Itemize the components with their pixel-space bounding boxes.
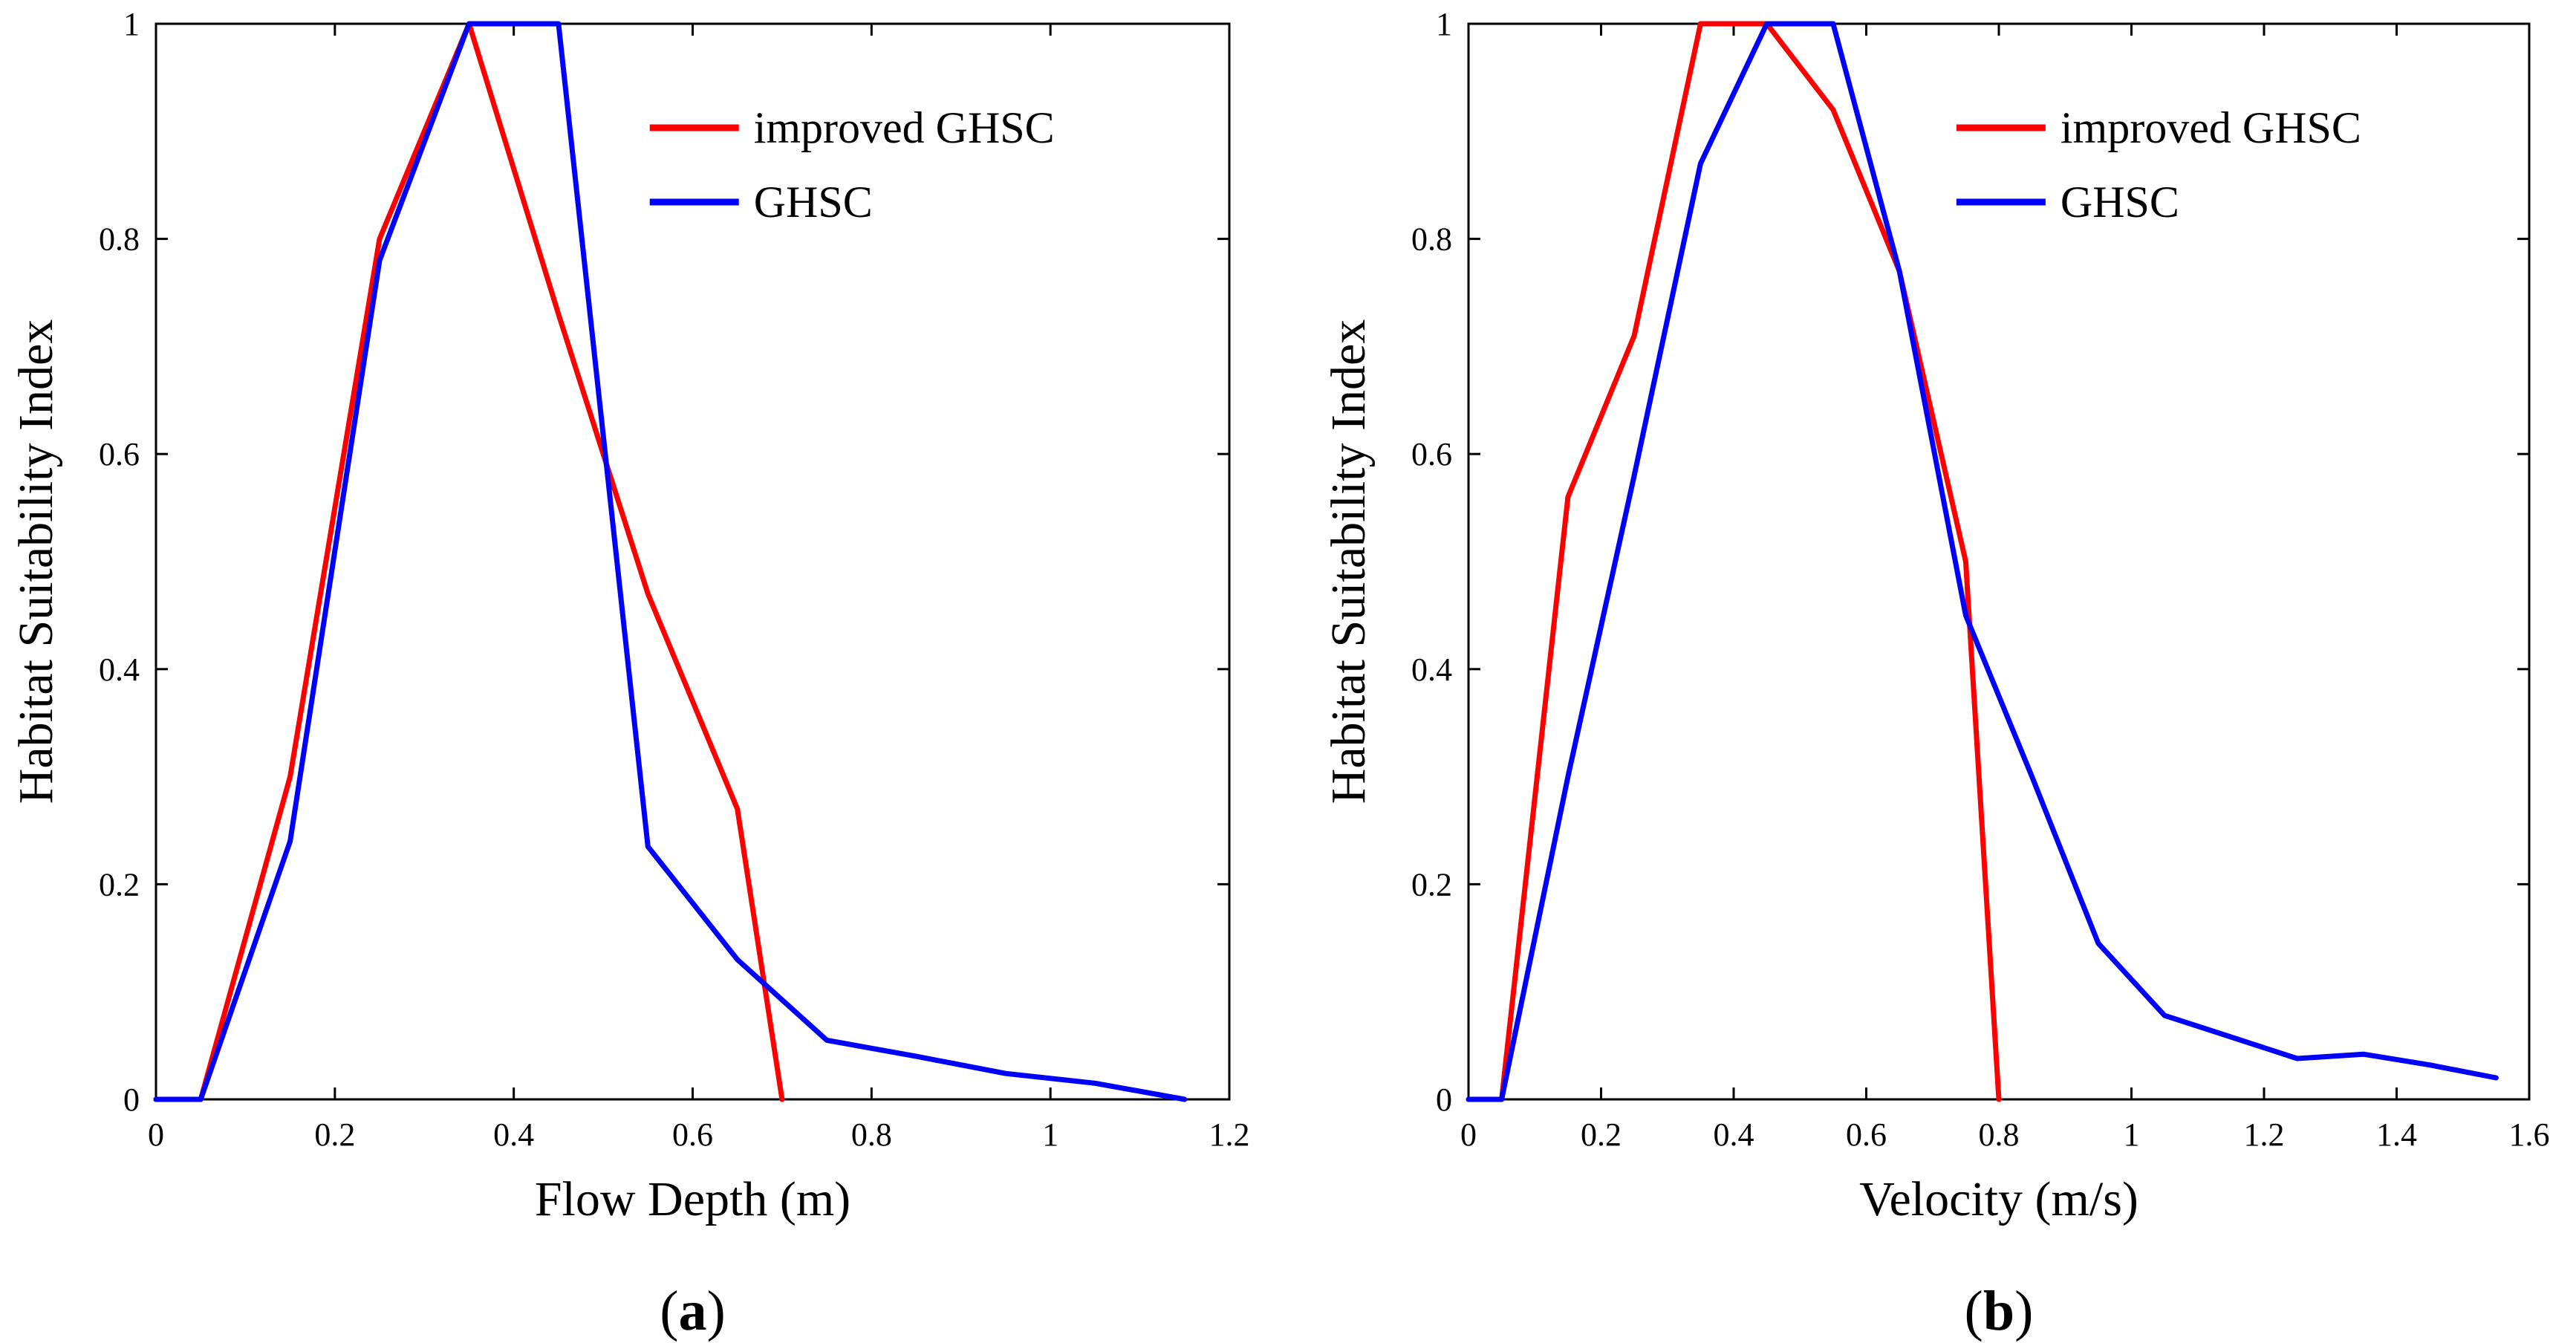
y-tick-label: 0 [1436,1082,1452,1118]
y-tick-label: 0 [123,1082,140,1118]
y-tick-label: 0.2 [1411,866,1452,903]
panel-a: 0 0.2 0.4 0.6 0.8 1 1.2 0 0.2 0.4 0.6 0.8 1 Flow Dept… [9,6,1250,1342]
panel-label: (a) [660,1280,726,1342]
plot-frame [1467,22,2531,1101]
legend-label: improved GHSC [2061,103,2361,152]
panel-letter: a [679,1280,707,1342]
x-tick-label: 0.4 [1714,1116,1754,1153]
y-tick-label: 0.8 [1411,221,1452,258]
panel-b: 0 0.2 0.4 0.6 0.8 1 1.2 1.4 1.6 0 0.2 0.4 0.6 0.8 1 Vel… [1321,6,2550,1342]
y-tick-label: 0.4 [1411,651,1452,688]
x-tick-label: 0.6 [672,1116,713,1153]
x-tick-label: 0 [148,1116,164,1153]
series-line-ghsc [1466,21,2499,1102]
x-tick-label: 1.2 [1209,1116,1250,1153]
y-tick-label: 0.8 [99,221,140,258]
x-tick-label: 0.2 [314,1116,355,1153]
panel-label: (b) [1965,1280,2034,1342]
x-axis-label: Velocity (m/s) [1859,1172,2138,1226]
panel-letter: b [1983,1280,2014,1342]
series-line-improved-ghsc [153,21,785,1102]
y-axis-label: Habitat Suitability Index [9,319,63,804]
x-tick-label: 0.8 [851,1116,892,1153]
y-tick-label: 0.4 [99,651,140,688]
y-tick-label: 0.6 [99,436,140,472]
series-line-improved-ghsc [1466,21,2002,1102]
legend-label: GHSC [754,178,873,227]
y-tick-label: 0.2 [99,866,140,903]
legend-label: improved GHSC [754,103,1055,152]
legend-label: GHSC [2061,178,2179,227]
y-tick-label: 1 [1436,6,1452,42]
x-tick-label: 0.8 [1979,1116,2020,1153]
x-tick-label: 1 [2124,1116,2140,1153]
y-tick-label: 0.6 [1411,436,1452,472]
y-axis-label: Habitat Suitability Index [1321,319,1376,804]
x-tick-label: 1.4 [2376,1116,2417,1153]
x-tick-label: 0.2 [1581,1116,1622,1153]
series-line-ghsc [153,21,1188,1102]
y-tick-label: 1 [123,6,140,42]
x-tick-label: 1.2 [2244,1116,2285,1153]
x-tick-label: 0.4 [493,1116,534,1153]
plot-frame [155,22,1231,1101]
x-tick-label: 1.6 [2509,1116,2550,1153]
x-axis-label: Flow Depth (m) [535,1172,850,1226]
x-tick-label: 0 [1460,1116,1477,1153]
x-tick-label: 1 [1042,1116,1058,1153]
x-tick-label: 0.6 [1846,1116,1887,1153]
